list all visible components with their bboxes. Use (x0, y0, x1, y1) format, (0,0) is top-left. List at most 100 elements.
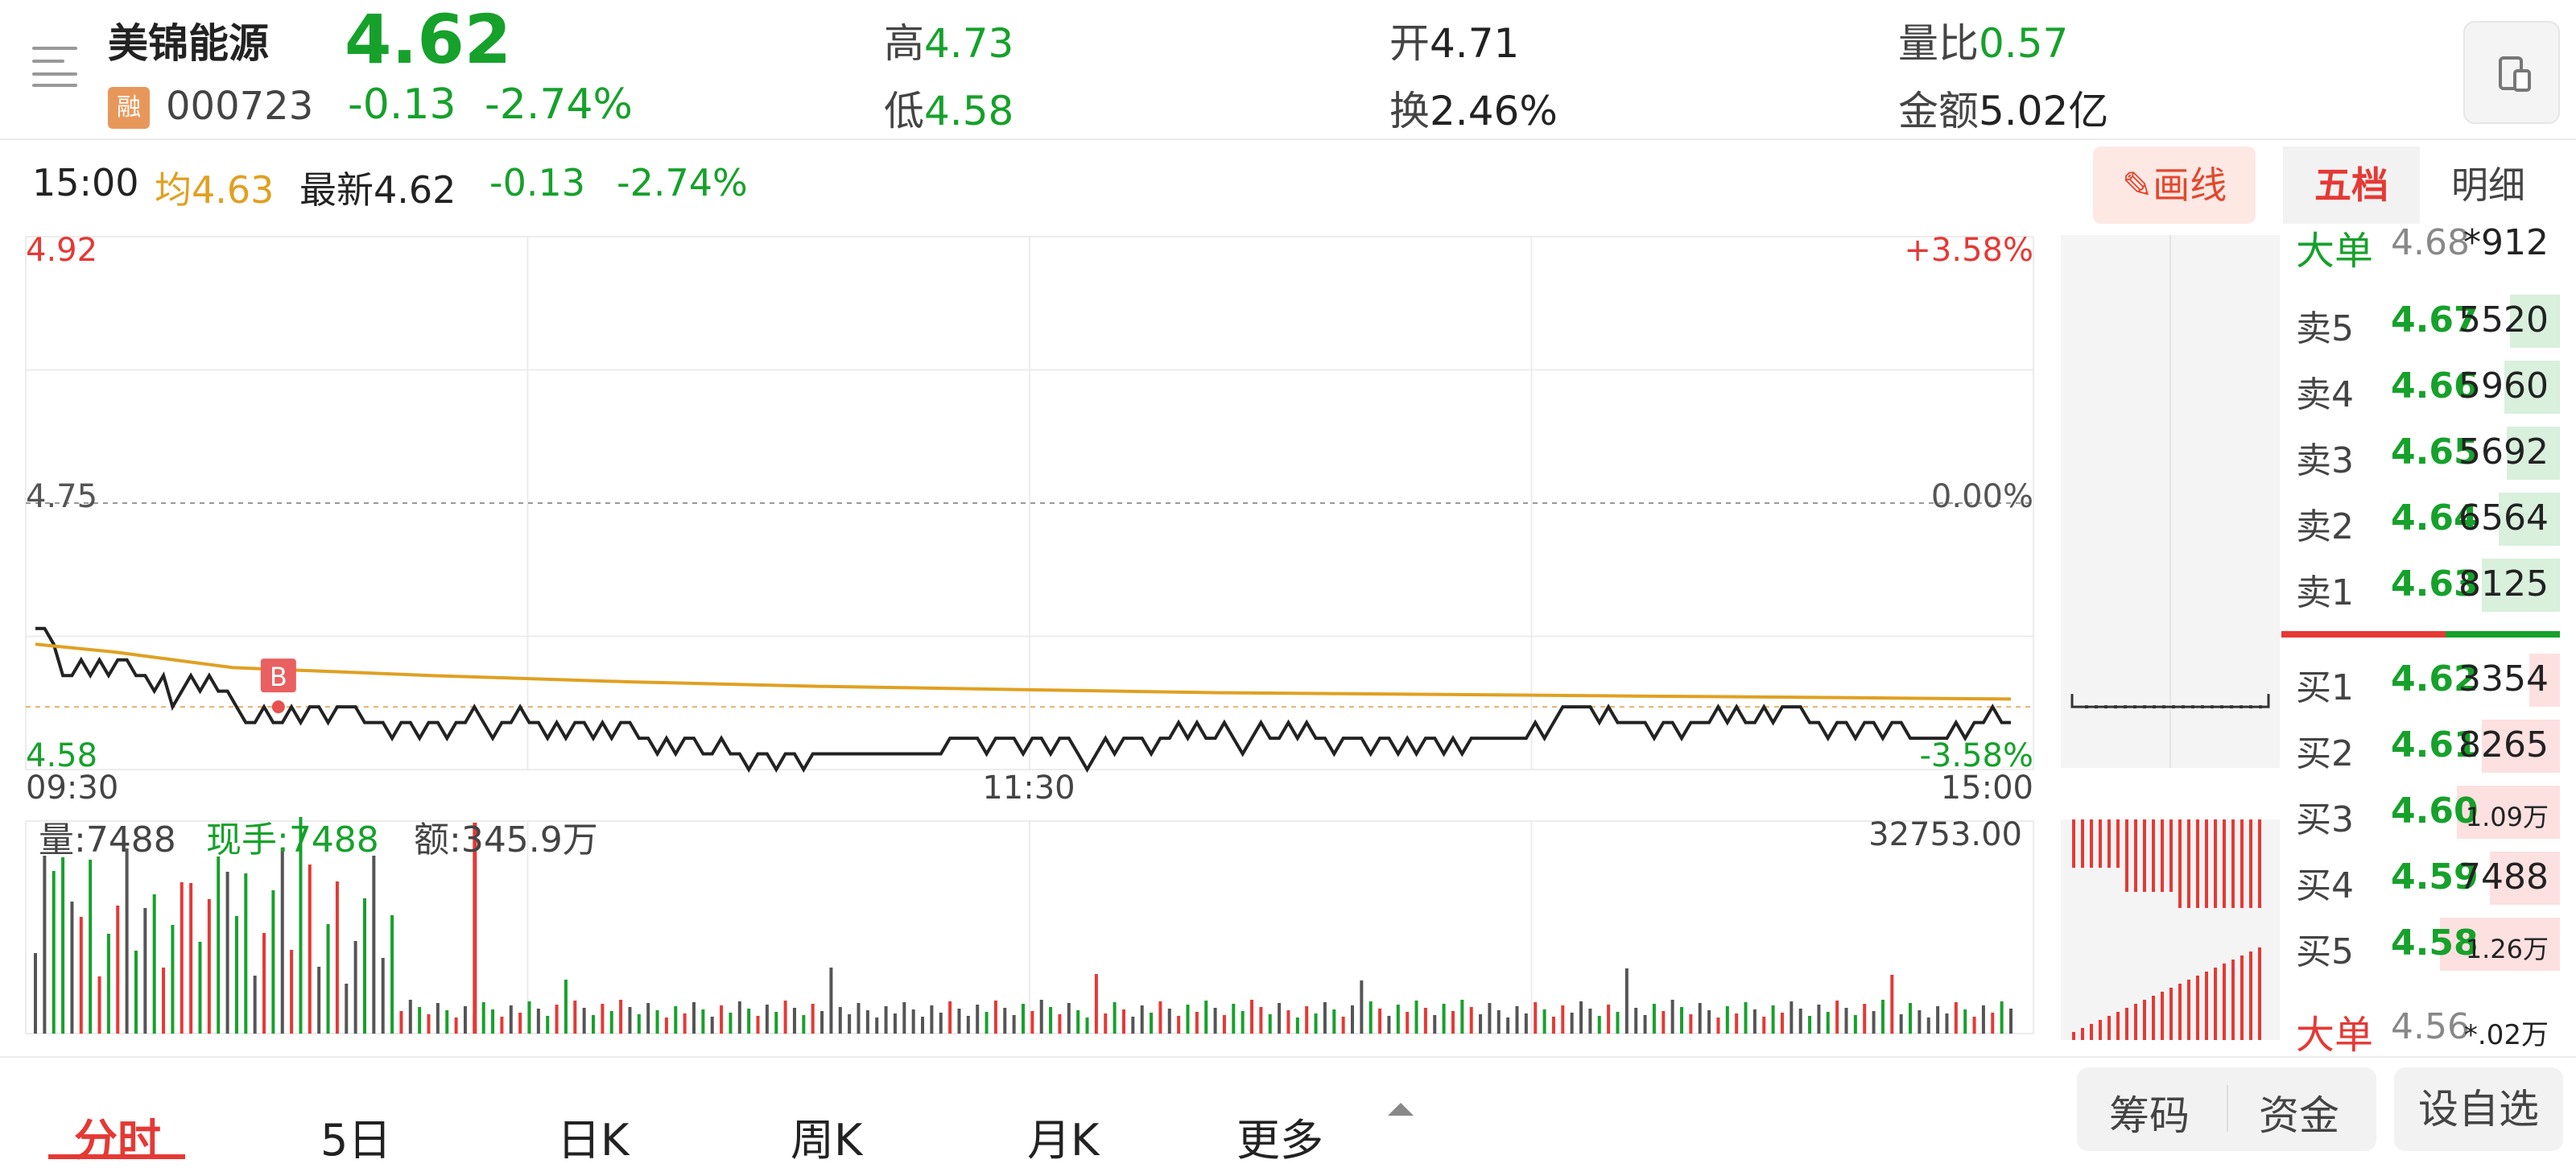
ladder-bar-bottom (2116, 1012, 2120, 1040)
ladder-bar-top (2090, 819, 2093, 868)
volume-bar (189, 883, 193, 1034)
big-order-price: 4.68 (2391, 222, 2470, 263)
landscape-toggle-button[interactable] (2463, 21, 2560, 124)
ladder-bar-bottom (2214, 968, 2217, 1040)
tab-day-k[interactable]: 日K (557, 1115, 630, 1166)
volume-bar (1195, 1012, 1199, 1034)
tab-more[interactable]: 更多 (1236, 1115, 1323, 1166)
ladder-dot (2133, 705, 2136, 709)
buy-level-row: 买5 4.58 1.26万 (2281, 911, 2560, 977)
volume-bar (1570, 1013, 1574, 1034)
caret-up-icon[interactable] (1385, 1100, 1417, 1119)
volume-bar (1186, 1005, 1190, 1034)
volume-fill-bar (2482, 720, 2560, 773)
big-order-vol: *.02万 (2463, 1019, 2549, 1051)
volume-bar (829, 968, 833, 1034)
level-volume: 3354 (2458, 658, 2549, 700)
volume-bar (1945, 1013, 1949, 1034)
menu-icon[interactable] (32, 47, 84, 87)
volume-bar (1067, 1003, 1071, 1034)
ladder-dot (2104, 705, 2107, 709)
margin-badge: 融 (108, 87, 150, 129)
volume-bar (1817, 1005, 1821, 1034)
volume-bar (1094, 974, 1098, 1034)
level-price: 4.61 (2391, 724, 2479, 766)
ladder-outline (2070, 694, 2270, 708)
ladder-bar-top (2072, 819, 2075, 868)
latest-price-label: 最新4.62 (299, 161, 456, 214)
tab-week-k[interactable]: 周K (791, 1115, 863, 1166)
volume-bar (1652, 1004, 1656, 1034)
tab-month-k[interactable]: 月K (1027, 1115, 1100, 1166)
volume-bar (1899, 1014, 1903, 1034)
big-order-label: 大单 (2296, 229, 2374, 274)
ladder-bar-bottom (2169, 988, 2173, 1040)
volume-bar (1561, 1005, 1565, 1034)
volume-bar (372, 856, 376, 1034)
volume-bar (1597, 1016, 1601, 1034)
volume-bar (1049, 1007, 1053, 1034)
ladder-bar-bottom (2152, 996, 2155, 1040)
volume-bar (1039, 1000, 1043, 1034)
add-watchlist-button[interactable]: 设自选 (2394, 1067, 2563, 1151)
volume-bar (491, 1009, 495, 1034)
level-volume: 5960 (2458, 365, 2549, 407)
volume-bar (1222, 1015, 1226, 1034)
level-price: 4.65 (2391, 431, 2479, 473)
ladder-dot (2124, 705, 2127, 709)
stat-value: 4.71 (1430, 20, 1520, 67)
volume-bar (729, 1013, 733, 1034)
volume-fill-bar (2440, 918, 2560, 971)
stock-code: 000723 (166, 84, 314, 129)
volume-bar (619, 1000, 623, 1034)
volume-bar (1744, 1002, 1748, 1034)
volume-bar (1213, 1008, 1217, 1034)
avg-price-label: 均4.63 (155, 161, 274, 214)
funds-button[interactable]: 资金 (2259, 1092, 2339, 1139)
ladder-dot (2114, 705, 2117, 709)
volume-bar (1981, 1005, 1985, 1034)
chart-grid (25, 236, 2034, 1034)
b-marker-badge (260, 658, 296, 693)
volume-bar (993, 1001, 997, 1034)
volume-fill-bar (2510, 295, 2560, 348)
volume-bar (1131, 1017, 1135, 1034)
volume-bar (1826, 1012, 1830, 1034)
ladder-bar-top (2205, 819, 2208, 908)
buy-level-row: 买3 4.60 1.09万 (2281, 779, 2560, 845)
ladder-bar-top (2240, 819, 2244, 908)
level-volume: 6564 (2458, 497, 2549, 539)
volume-bar (646, 1003, 650, 1034)
volume-bar (536, 1009, 540, 1034)
ladder-bar-top (2223, 819, 2226, 908)
tab-details[interactable]: 明细 (2451, 163, 2525, 207)
volume-fill-bar (2499, 493, 2560, 546)
chart-time: 15:00 (32, 161, 139, 204)
ladder-bar-bottom (2205, 972, 2208, 1040)
volume-bar (1250, 1000, 1254, 1034)
volume-bar (848, 1014, 852, 1034)
volume-bar (180, 882, 184, 1034)
volume-bar (1624, 968, 1629, 1034)
ladder-bar-bottom (2090, 1024, 2093, 1040)
intraday-chart: 4.92 4.75 4.58 +3.58% 0.00% -3.58% 09:30… (25, 232, 2034, 1034)
ladder-bar-top (2196, 819, 2199, 908)
volume-bar (546, 1016, 550, 1034)
ladder-bar-top (2116, 819, 2120, 868)
tab-5day[interactable]: 5日 (320, 1115, 392, 1166)
ladder-bar-bottom (2107, 1016, 2111, 1040)
volume-bar (1670, 1000, 1674, 1034)
volume-bar (244, 873, 248, 1034)
chips-button[interactable]: 筹码 (2109, 1092, 2190, 1139)
volume-bar (1844, 1008, 1848, 1034)
latest-value: 4.62 (374, 168, 456, 212)
volume-bar (1725, 1006, 1729, 1034)
buy-level-row: 买4 4.59 7488 (2281, 845, 2560, 911)
volume-bar (1368, 1001, 1373, 1034)
draw-line-button[interactable]: ✎画线 (2093, 147, 2256, 224)
pct-axis-top: +3.58% (1904, 232, 2033, 269)
volume-bar (1588, 1009, 1592, 1034)
stat-value: 4.58 (924, 88, 1014, 134)
tab-five-levels[interactable]: 五档 (2283, 147, 2420, 224)
level-price: 4.59 (2391, 856, 2479, 898)
